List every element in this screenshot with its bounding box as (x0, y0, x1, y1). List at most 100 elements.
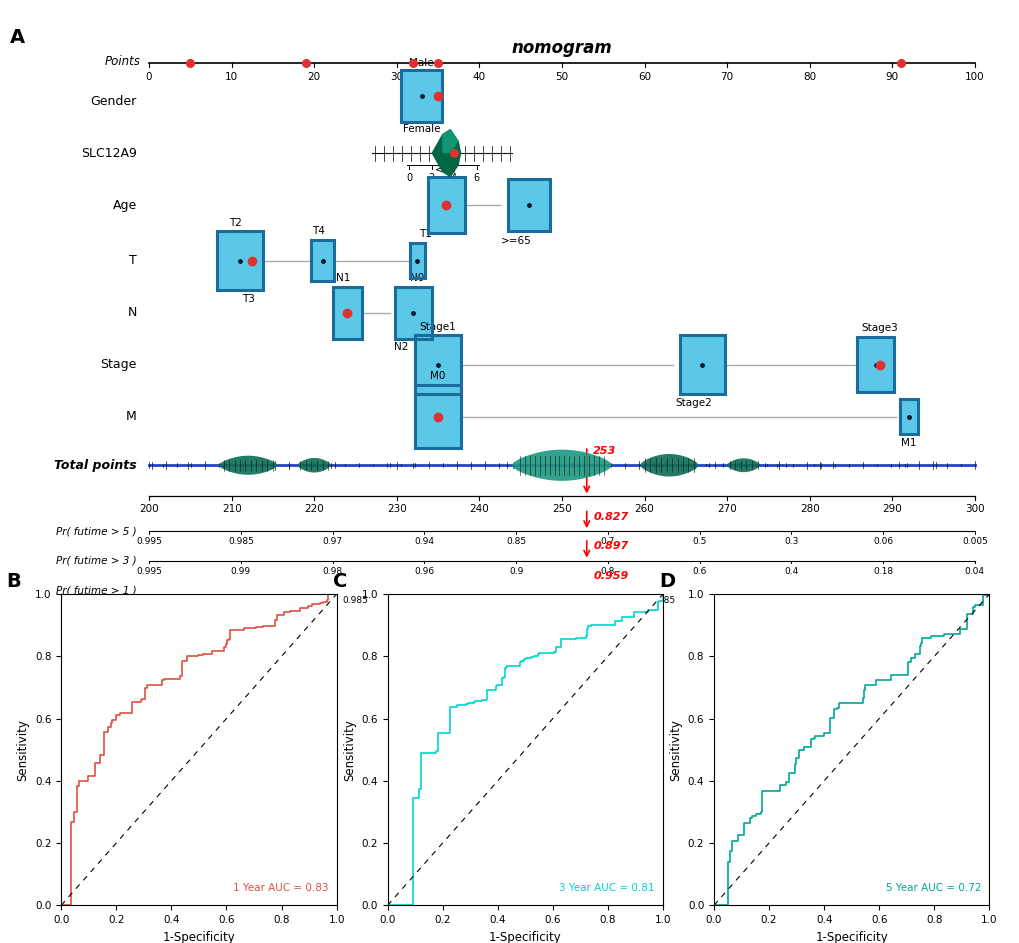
Text: 0.97: 0.97 (322, 538, 342, 546)
Polygon shape (442, 129, 459, 153)
Text: 0.005: 0.005 (961, 538, 986, 546)
Text: Female: Female (403, 124, 440, 134)
Text: 0.4: 0.4 (784, 567, 798, 576)
Text: 5 Year AUC = 0.72: 5 Year AUC = 0.72 (884, 883, 980, 893)
Bar (679, 335, 725, 394)
Text: D: D (658, 572, 675, 591)
Y-axis label: Sensitivity: Sensitivity (668, 719, 682, 781)
Polygon shape (512, 450, 611, 481)
Text: 30: 30 (390, 72, 403, 82)
X-axis label: 1-Specificity: 1-Specificity (162, 931, 235, 943)
Bar (415, 386, 461, 448)
Text: Male: Male (409, 58, 433, 68)
Text: T4: T4 (312, 225, 324, 236)
Y-axis label: Sensitivity: Sensitivity (16, 719, 30, 781)
Text: M1: M1 (900, 438, 916, 448)
Text: 0.7: 0.7 (760, 596, 774, 605)
Bar (410, 243, 425, 278)
Text: 1 Year AUC = 0.83: 1 Year AUC = 0.83 (232, 883, 328, 893)
Bar (899, 399, 917, 434)
Bar (394, 287, 431, 339)
Text: 0.5: 0.5 (863, 596, 878, 605)
Text: Pr( futime > 3 ): Pr( futime > 3 ) (56, 555, 137, 566)
Text: N0: N0 (410, 273, 424, 283)
Bar (332, 287, 362, 339)
Text: T3: T3 (242, 294, 255, 304)
Text: Pr( futime > 1 ): Pr( futime > 1 ) (56, 585, 137, 595)
Text: 290: 290 (881, 505, 901, 514)
Text: nomogram: nomogram (512, 39, 611, 57)
Text: 0: 0 (406, 173, 412, 183)
Polygon shape (640, 454, 698, 476)
Text: 230: 230 (386, 505, 407, 514)
Bar (217, 231, 263, 290)
Bar (507, 179, 549, 231)
Bar (427, 177, 465, 233)
Bar (679, 335, 725, 394)
Text: 210: 210 (221, 505, 242, 514)
Text: 6: 6 (474, 173, 480, 183)
Text: 220: 220 (304, 505, 324, 514)
Text: 40: 40 (473, 72, 485, 82)
Text: 280: 280 (799, 505, 818, 514)
Text: 0.3: 0.3 (784, 538, 798, 546)
Text: Gender: Gender (91, 94, 137, 108)
Text: T2: T2 (229, 218, 243, 227)
Text: 0.994: 0.994 (239, 596, 265, 605)
Text: 100: 100 (964, 72, 983, 82)
Bar (311, 240, 334, 281)
Text: 260: 260 (634, 505, 654, 514)
Text: 0.959: 0.959 (593, 571, 628, 581)
Text: B: B (6, 572, 20, 591)
Text: 20: 20 (308, 72, 321, 82)
Bar (899, 399, 917, 434)
Text: C: C (332, 572, 346, 591)
Text: 2: 2 (428, 173, 434, 183)
Bar (400, 70, 442, 122)
Text: 0.8: 0.8 (600, 567, 614, 576)
Text: 0.85: 0.85 (654, 596, 675, 605)
Text: 0.827: 0.827 (593, 511, 628, 521)
Text: N2: N2 (393, 342, 408, 352)
Text: Total points: Total points (54, 458, 137, 472)
Text: Points: Points (105, 55, 141, 68)
Text: Stage: Stage (100, 358, 137, 372)
Text: 250: 250 (551, 505, 572, 514)
Bar (856, 337, 894, 392)
Text: 270: 270 (716, 505, 737, 514)
Text: Stage2: Stage2 (675, 398, 711, 408)
Text: 253: 253 (593, 446, 616, 456)
Bar (415, 386, 461, 448)
Text: 0.85: 0.85 (505, 538, 526, 546)
Bar (394, 287, 431, 339)
Text: 60: 60 (637, 72, 650, 82)
Text: 0.94: 0.94 (414, 538, 434, 546)
Text: <65: <65 (435, 165, 457, 174)
Text: Stage1: Stage1 (420, 322, 457, 332)
Text: 50: 50 (555, 72, 568, 82)
Bar (415, 335, 461, 394)
Text: 80: 80 (802, 72, 815, 82)
Text: SLC12A9: SLC12A9 (81, 146, 137, 159)
Text: 3 Year AUC = 0.81: 3 Year AUC = 0.81 (558, 883, 654, 893)
Text: 0.94: 0.94 (551, 596, 572, 605)
Text: T1: T1 (419, 229, 432, 240)
Bar (507, 179, 549, 231)
Text: 300: 300 (964, 505, 983, 514)
Text: 0.18: 0.18 (872, 567, 893, 576)
Text: 0.06: 0.06 (872, 538, 893, 546)
Text: >=65: >=65 (500, 236, 532, 246)
Bar (400, 70, 442, 122)
Text: M0: M0 (430, 372, 445, 381)
Text: 0.04: 0.04 (964, 567, 984, 576)
Text: M: M (126, 410, 137, 423)
Bar (415, 335, 461, 394)
Text: T: T (128, 254, 137, 267)
Text: 0.995: 0.995 (137, 567, 162, 576)
Text: N1: N1 (335, 273, 350, 283)
Text: 200: 200 (140, 505, 159, 514)
Text: 0.97: 0.97 (448, 596, 469, 605)
Text: N: N (127, 306, 137, 319)
Text: 0.997: 0.997 (137, 596, 162, 605)
Text: 240: 240 (469, 505, 489, 514)
